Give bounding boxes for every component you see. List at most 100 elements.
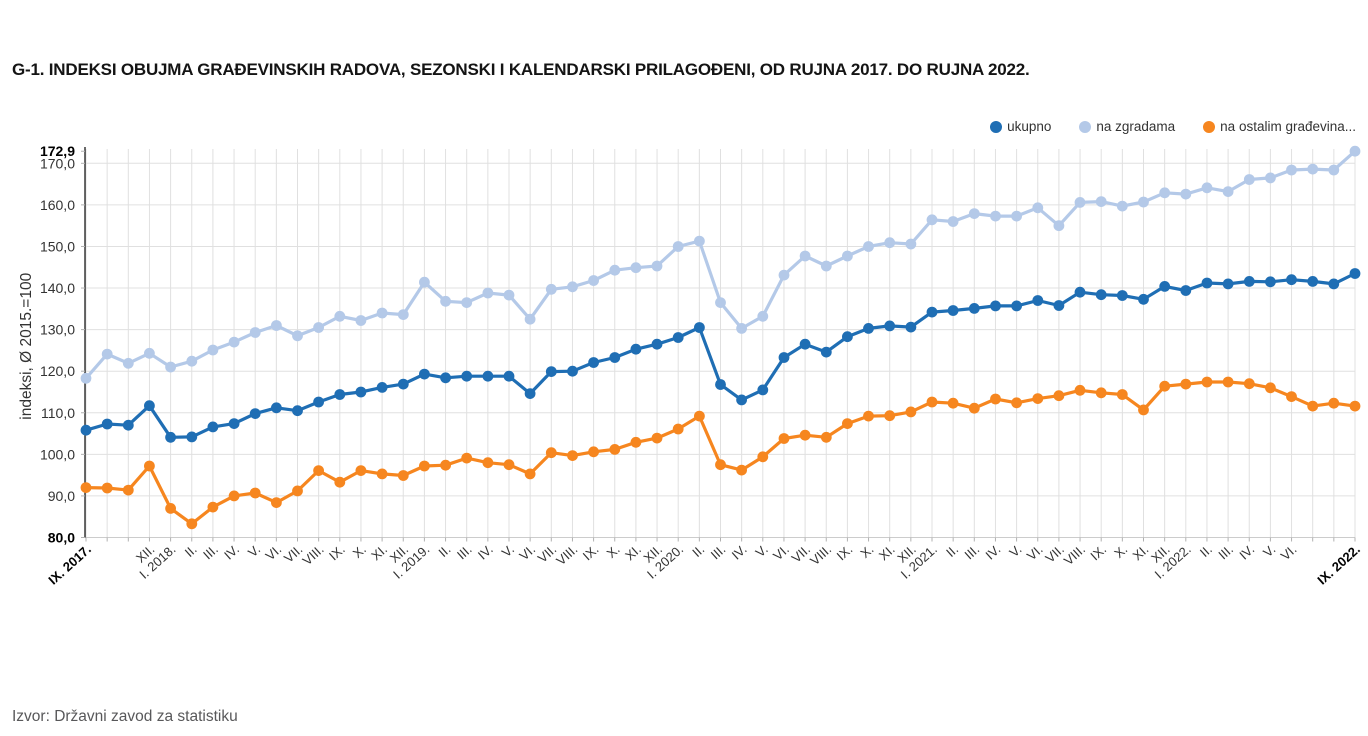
data-point[interactable]	[334, 310, 346, 322]
data-point[interactable]	[736, 394, 747, 406]
data-point[interactable]	[694, 322, 705, 333]
data-point[interactable]	[757, 310, 769, 322]
data-point[interactable]	[101, 482, 113, 494]
data-point[interactable]	[545, 283, 557, 295]
data-point[interactable]	[1286, 391, 1297, 402]
data-point[interactable]	[1180, 285, 1192, 296]
data-point[interactable]	[313, 396, 324, 408]
data-point[interactable]	[820, 431, 832, 443]
data-point[interactable]	[1095, 289, 1107, 301]
data-point[interactable]	[1095, 196, 1107, 208]
data-point[interactable]	[1243, 174, 1255, 185]
data-point[interactable]	[884, 320, 896, 332]
data-point[interactable]	[1222, 278, 1234, 290]
data-point[interactable]	[1180, 378, 1192, 390]
data-point[interactable]	[588, 275, 599, 286]
data-point[interactable]	[1095, 387, 1107, 399]
data-point[interactable]	[101, 418, 113, 430]
data-point[interactable]	[271, 497, 282, 508]
data-point[interactable]	[1222, 376, 1234, 388]
data-point[interactable]	[694, 410, 705, 422]
data-point[interactable]	[313, 465, 324, 476]
data-point[interactable]	[1032, 202, 1044, 214]
data-point[interactable]	[863, 410, 874, 422]
data-point[interactable]	[820, 346, 832, 358]
data-point[interactable]	[334, 389, 346, 400]
data-point[interactable]	[1265, 172, 1276, 184]
data-point[interactable]	[947, 216, 959, 227]
data-point[interactable]	[397, 470, 409, 481]
data-point[interactable]	[334, 476, 346, 488]
legend-item-na-zgradama[interactable]: na zgradama	[1079, 119, 1175, 134]
data-point[interactable]	[355, 465, 367, 476]
data-point[interactable]	[651, 432, 663, 444]
data-point[interactable]	[736, 464, 747, 476]
data-point[interactable]	[461, 297, 473, 308]
data-point[interactable]	[884, 410, 896, 422]
data-point[interactable]	[524, 313, 536, 325]
data-point[interactable]	[968, 303, 980, 314]
data-point[interactable]	[842, 331, 853, 343]
data-point[interactable]	[672, 241, 684, 252]
data-point[interactable]	[1011, 210, 1022, 222]
data-point[interactable]	[1032, 393, 1044, 404]
data-point[interactable]	[1201, 376, 1213, 388]
data-point[interactable]	[1053, 300, 1065, 311]
data-point[interactable]	[757, 384, 769, 396]
data-point[interactable]	[588, 446, 599, 458]
data-point[interactable]	[1011, 300, 1022, 312]
data-point[interactable]	[482, 457, 494, 469]
data-point[interactable]	[1053, 390, 1065, 402]
data-point[interactable]	[651, 338, 663, 350]
data-point[interactable]	[376, 468, 388, 480]
data-point[interactable]	[186, 355, 198, 367]
data-point[interactable]	[271, 320, 282, 331]
data-point[interactable]	[482, 370, 494, 382]
data-point[interactable]	[905, 238, 917, 250]
data-point[interactable]	[672, 423, 684, 435]
data-point[interactable]	[1159, 187, 1171, 199]
data-point[interactable]	[144, 400, 155, 412]
data-point[interactable]	[609, 444, 621, 455]
data-point[interactable]	[376, 382, 388, 393]
data-point[interactable]	[630, 436, 642, 448]
data-point[interactable]	[503, 289, 515, 301]
data-point[interactable]	[144, 460, 155, 472]
data-point[interactable]	[144, 347, 155, 359]
data-point[interactable]	[545, 447, 557, 459]
data-point[interactable]	[1180, 188, 1192, 200]
data-point[interactable]	[101, 348, 113, 360]
data-point[interactable]	[947, 397, 959, 409]
data-point[interactable]	[968, 402, 980, 414]
data-point[interactable]	[567, 365, 578, 377]
data-point[interactable]	[482, 287, 494, 299]
data-point[interactable]	[905, 406, 917, 418]
data-point[interactable]	[842, 418, 853, 429]
data-point[interactable]	[503, 370, 515, 382]
data-point[interactable]	[271, 402, 282, 414]
data-point[interactable]	[122, 484, 134, 496]
data-point[interactable]	[1307, 400, 1319, 412]
data-point[interactable]	[80, 372, 92, 384]
data-point[interactable]	[1265, 276, 1276, 288]
data-point[interactable]	[80, 482, 92, 493]
data-point[interactable]	[165, 361, 177, 373]
data-point[interactable]	[1328, 164, 1340, 176]
data-point[interactable]	[757, 451, 769, 463]
data-point[interactable]	[80, 424, 92, 436]
data-point[interactable]	[122, 357, 134, 369]
data-point[interactable]	[651, 260, 663, 272]
legend-item-na-ostalim-gradevinama[interactable]: na ostalim građevina...	[1203, 119, 1356, 134]
data-point[interactable]	[292, 405, 303, 417]
data-point[interactable]	[355, 386, 367, 398]
data-point[interactable]	[1201, 277, 1213, 289]
data-point[interactable]	[1074, 384, 1086, 396]
data-point[interactable]	[228, 418, 240, 429]
data-point[interactable]	[440, 459, 451, 471]
data-point[interactable]	[545, 366, 557, 377]
data-point[interactable]	[1328, 397, 1340, 409]
data-point[interactable]	[1159, 380, 1171, 392]
data-point[interactable]	[1286, 274, 1297, 286]
data-point[interactable]	[1138, 404, 1149, 416]
data-point[interactable]	[715, 379, 726, 390]
